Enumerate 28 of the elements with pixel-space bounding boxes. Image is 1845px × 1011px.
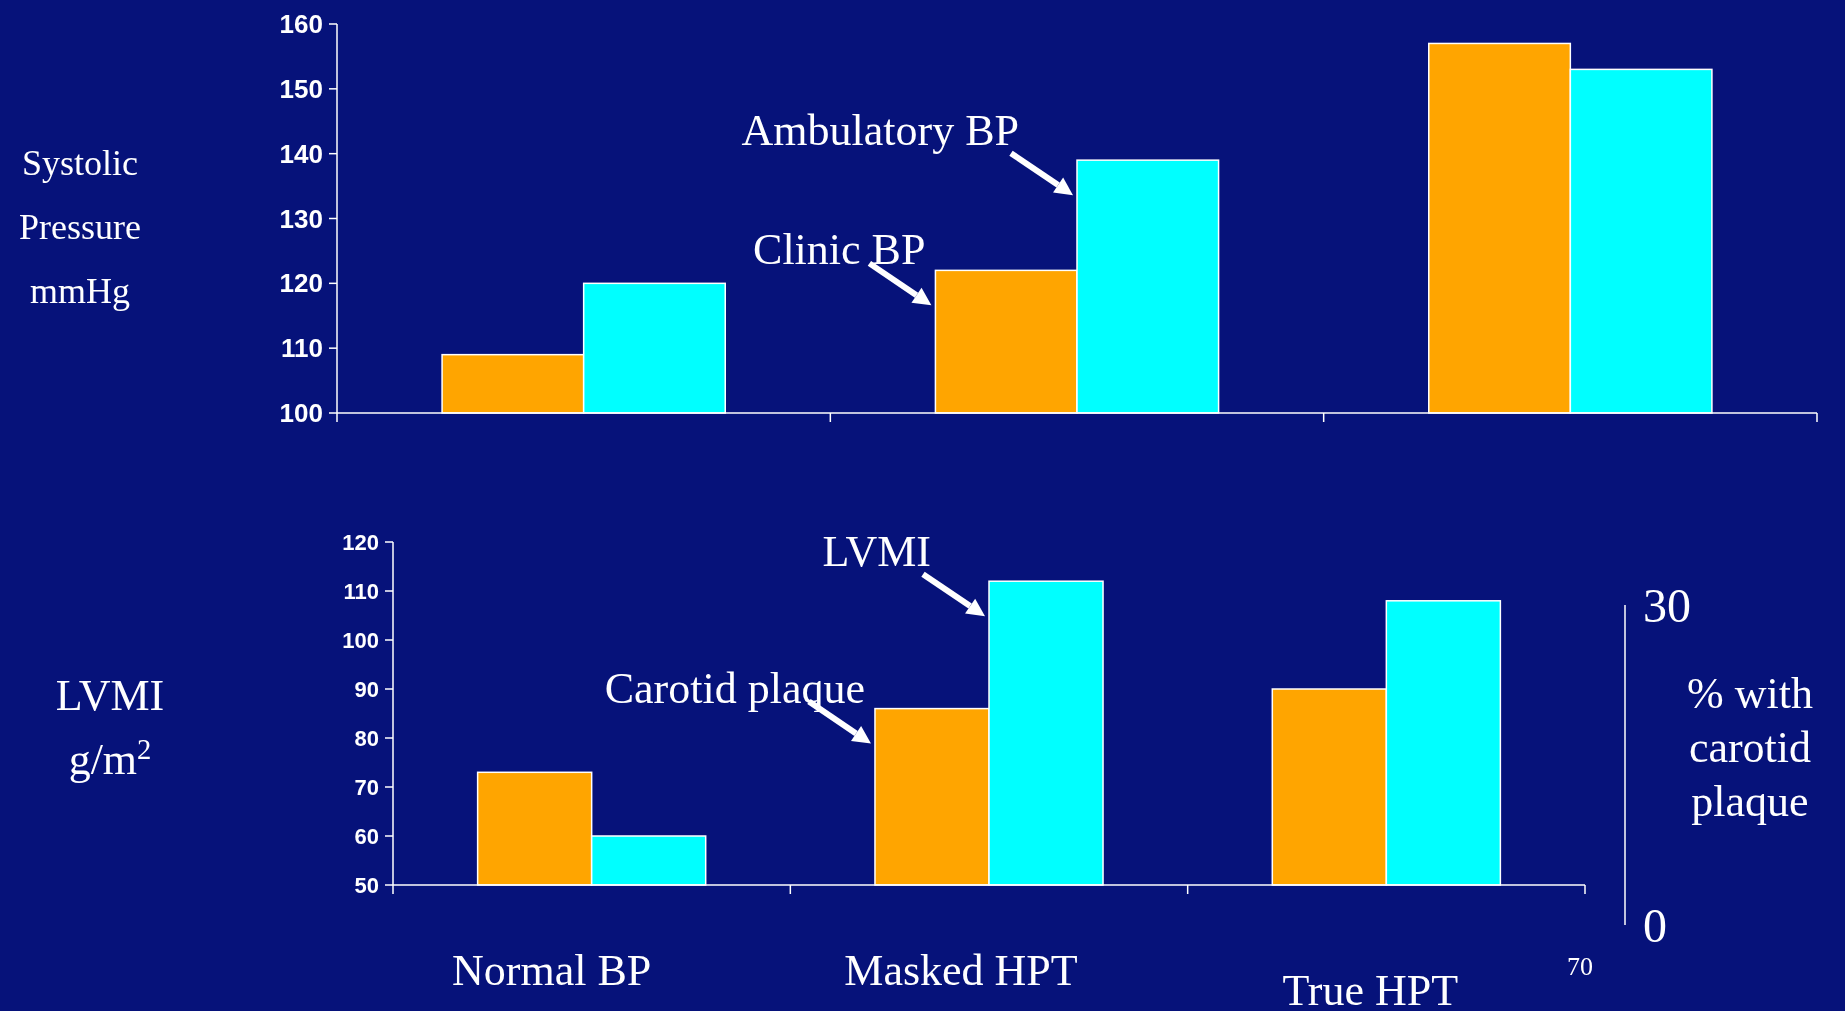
y2-tick-label: 0 [1643,898,1667,952]
y2-tick-label: 30 [1643,578,1691,632]
y-tick-label: 130 [279,203,323,234]
x-tick-label: Normal BP [452,946,652,995]
y-tick-label: 100 [342,627,379,653]
series-label: Ambulatory BP [741,106,1019,156]
y-tick-label: 110 [343,578,379,604]
y2-axis-title: % with carotid plaque [1687,669,1813,826]
y-tick-label: 70 [354,774,379,800]
x-tick-label: True HPT [1282,966,1459,1011]
x-tick-label: Masked HPT [844,946,1078,995]
y-tick-label: 50 [354,872,379,898]
series-label: LVMI [822,527,931,577]
y-tick-label: 120 [342,529,379,555]
y-tick-label: 140 [279,138,323,169]
y-tick-label: 150 [279,73,323,104]
y-tick-label: 100 [279,398,323,429]
y-tick-label: 60 [354,823,379,849]
series-label: Clinic BP [753,225,926,275]
text: 70 [1567,952,1593,981]
y-tick-label: 90 [354,676,379,702]
y-tick-label: 160 [279,9,323,40]
y-axis-title: Systolic Pressure mmHg [19,143,141,311]
y-tick-label: 120 [279,268,323,299]
y-tick-label: 110 [281,333,323,364]
y-axis-title: LVMI g/m$^{2}$ [55,671,165,784]
y-tick-label: 80 [354,725,379,751]
series-label: Carotid plaque [604,663,865,713]
